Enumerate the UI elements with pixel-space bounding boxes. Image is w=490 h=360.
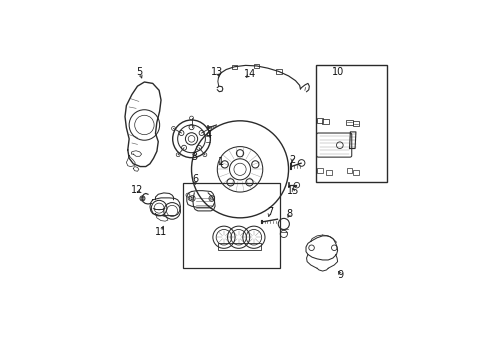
Text: 12: 12: [131, 185, 144, 194]
Bar: [353, 121, 359, 126]
Bar: [232, 64, 237, 69]
Text: 11: 11: [155, 227, 167, 237]
Bar: [218, 243, 261, 250]
Bar: [347, 168, 352, 173]
Text: 5: 5: [137, 67, 143, 77]
Bar: [346, 120, 353, 125]
Text: 7: 7: [267, 207, 273, 217]
Bar: [326, 170, 332, 175]
Text: 4: 4: [206, 130, 212, 140]
Text: 1: 1: [218, 157, 224, 167]
Bar: [317, 168, 322, 173]
Bar: [183, 183, 280, 268]
Bar: [317, 118, 323, 123]
Bar: [353, 170, 359, 175]
Text: 3: 3: [191, 152, 197, 162]
Text: 14: 14: [244, 69, 256, 79]
Text: 6: 6: [192, 174, 198, 184]
Text: 13: 13: [211, 67, 223, 77]
Text: 9: 9: [337, 270, 343, 280]
Bar: [254, 64, 259, 68]
Text: 8: 8: [286, 209, 293, 219]
Bar: [322, 119, 329, 124]
Bar: [276, 69, 282, 74]
Bar: [316, 66, 387, 182]
Text: 15: 15: [287, 186, 299, 196]
Text: 10: 10: [332, 67, 344, 77]
Text: 2: 2: [289, 155, 295, 165]
